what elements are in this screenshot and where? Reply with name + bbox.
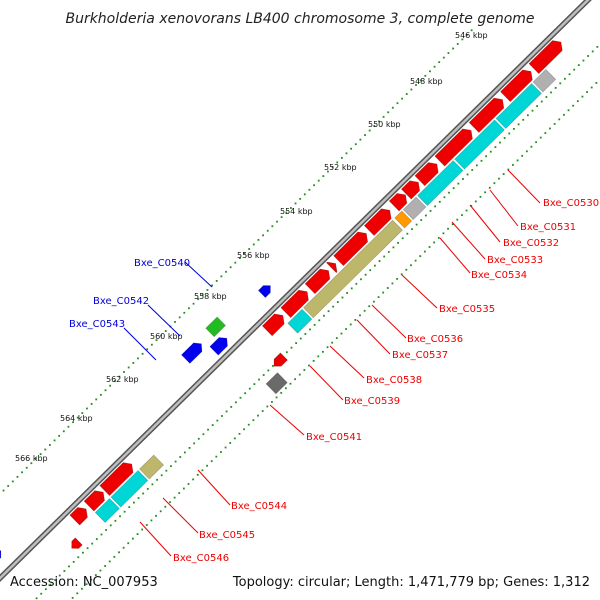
- tick-label: 546 kbp: [455, 31, 488, 40]
- gene-feature[interactable]: [363, 208, 392, 236]
- gene-feature[interactable]: [257, 285, 271, 299]
- tick-label: 550 kbp: [368, 120, 401, 129]
- leader-line: [469, 204, 501, 243]
- gene-feature[interactable]: [388, 193, 408, 212]
- gene-feature[interactable]: [500, 69, 533, 103]
- gene-label-bxe-c0538[interactable]: Bxe_C0538: [366, 375, 422, 386]
- leader-line: [489, 189, 519, 227]
- gene-feature[interactable]: [110, 470, 149, 508]
- leader-line: [147, 304, 181, 337]
- gene-feature[interactable]: [303, 219, 403, 319]
- leader-line: [439, 237, 471, 274]
- gene-feature[interactable]: [287, 308, 313, 334]
- gene-label-bxe-c0545[interactable]: Bxe_C0545: [199, 530, 255, 541]
- gene-feature[interactable]: [265, 372, 288, 395]
- gene-feature[interactable]: [326, 261, 338, 274]
- leader-line: [162, 497, 199, 534]
- gene-feature[interactable]: [280, 289, 309, 319]
- gene-feature[interactable]: [394, 210, 413, 229]
- tick-labels: 546 kbp 548 kbp 550 kbp 552 kbp 554 kbp 556 k…: [15, 31, 488, 463]
- gene-feature[interactable]: [528, 40, 563, 75]
- gene-feature[interactable]: [69, 507, 88, 526]
- gene-feature[interactable]: [304, 268, 331, 295]
- tick-label: 562 kbp: [106, 375, 139, 384]
- gene-labels: Bxe_C0530 Bxe_C0531 Bxe_C0532 Bxe_C0533 …: [69, 198, 599, 564]
- gene-feature[interactable]: [94, 498, 120, 523]
- tick-label: 566 kbp: [15, 454, 48, 463]
- leader-line: [139, 521, 172, 557]
- gene-label-bxe-c0543[interactable]: Bxe_C0543: [69, 319, 125, 330]
- leader-line: [184, 261, 213, 288]
- gene-feature[interactable]: [400, 180, 421, 200]
- gene-feature[interactable]: [0, 550, 2, 564]
- gene-feature[interactable]: [71, 537, 83, 549]
- gene-label-bxe-c0533[interactable]: Bxe_C0533: [487, 255, 543, 266]
- leader-line: [507, 169, 541, 204]
- gene-feature[interactable]: [273, 352, 288, 367]
- gene-label-bxe-c0536[interactable]: Bxe_C0536: [407, 334, 463, 345]
- gene-feature[interactable]: [417, 160, 464, 207]
- tick-label: 554 kbp: [280, 207, 313, 216]
- gene-feature[interactable]: [532, 68, 557, 93]
- leader-line: [356, 319, 391, 355]
- tick-label: 564 kbp: [60, 414, 93, 423]
- gene-label-bxe-c0541[interactable]: Bxe_C0541: [306, 432, 362, 443]
- gene-feature[interactable]: [454, 119, 505, 170]
- tick-label: 556 kbp: [237, 251, 270, 260]
- gene-label-bxe-c0542[interactable]: Bxe_C0542: [93, 296, 149, 307]
- gene-feature[interactable]: [99, 462, 134, 497]
- leader-line: [371, 304, 407, 339]
- leader-line: [309, 365, 344, 401]
- leader-line: [329, 345, 365, 379]
- genome-summary-text: Topology: circular; Length: 1,471,779 bp…: [232, 575, 590, 590]
- gene-feature[interactable]: [205, 316, 226, 338]
- gene-label-bxe-c0546[interactable]: Bxe_C0546: [173, 553, 229, 564]
- leader-line: [401, 274, 438, 309]
- gene-feature[interactable]: [83, 490, 105, 512]
- backbone: [0, 0, 592, 583]
- leader-line: [269, 404, 305, 436]
- gene-feature[interactable]: [209, 337, 228, 356]
- leader-line: [197, 469, 231, 506]
- gene-feature[interactable]: [402, 196, 427, 221]
- leader-line: [451, 221, 486, 260]
- gene-feature[interactable]: [495, 83, 542, 129]
- gene-feature[interactable]: [139, 454, 164, 480]
- gene-label-bxe-c0534[interactable]: Bxe_C0534: [471, 270, 527, 281]
- gene-label-bxe-c0531[interactable]: Bxe_C0531: [520, 222, 576, 233]
- gene-label-bxe-c0532[interactable]: Bxe_C0532: [503, 238, 559, 249]
- tick-label: 548 kbp: [410, 77, 443, 86]
- leader-line: [123, 327, 157, 361]
- gene-label-bxe-c0537[interactable]: Bxe_C0537: [392, 350, 448, 361]
- gene-feature[interactable]: [261, 313, 285, 337]
- gene-label-bxe-c0530[interactable]: Bxe_C0530: [543, 198, 599, 209]
- dotted-rings: [2, 29, 599, 600]
- gene-label-bxe-c0540[interactable]: Bxe_C0540: [134, 258, 190, 269]
- gene-feature[interactable]: [468, 97, 505, 133]
- gene-label-bxe-c0535[interactable]: Bxe_C0535: [439, 304, 495, 315]
- map-title: Burkholderia xenovorans LB400 chromosome…: [65, 11, 534, 27]
- gene-label-bxe-c0544[interactable]: Bxe_C0544: [231, 501, 287, 512]
- tick-label: 560 kbp: [150, 332, 183, 341]
- gene-feature[interactable]: [333, 231, 368, 267]
- gene-feature[interactable]: [414, 162, 439, 187]
- gene-feature[interactable]: [181, 342, 203, 364]
- gene-features: [0, 40, 563, 564]
- gene-feature[interactable]: [434, 128, 473, 167]
- tick-label: 552 kbp: [324, 163, 357, 172]
- gene-label-bxe-c0539[interactable]: Bxe_C0539: [344, 396, 400, 407]
- tick-label: 558 kbp: [194, 292, 227, 301]
- label-leaders: [123, 169, 541, 557]
- accession-text: Accession: NC_007953: [10, 575, 158, 590]
